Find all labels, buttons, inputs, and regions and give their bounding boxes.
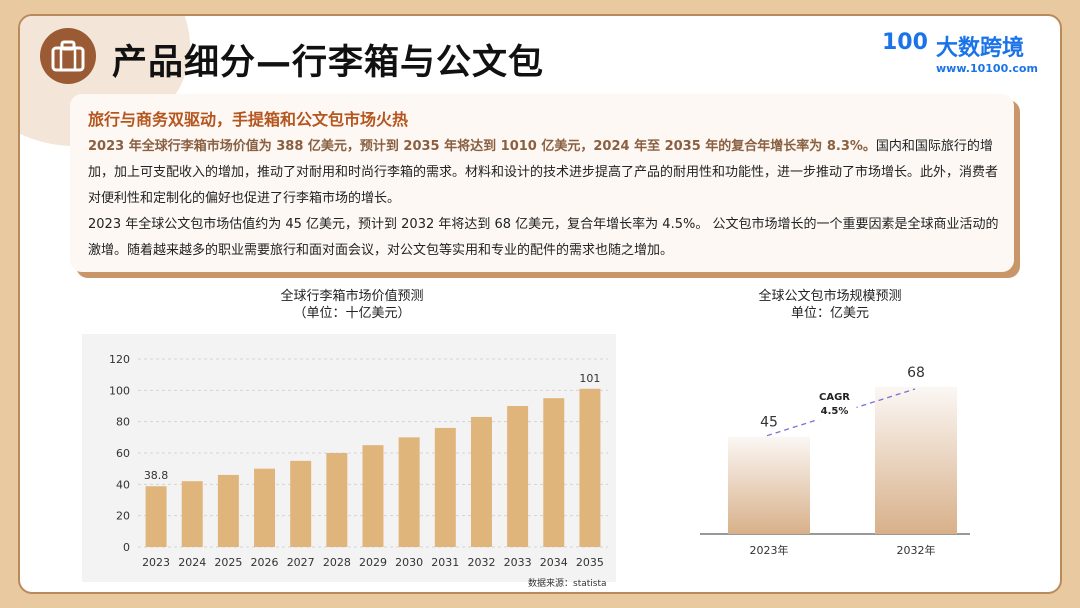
x-tick-label: 2032年: [897, 543, 936, 556]
x-tick-label: 2023年: [750, 543, 789, 556]
y-tick-label: 80: [116, 416, 130, 429]
summary-card: 旅行与商务双驱动，手提箱和公文包市场火热 2023 年全球行李箱市场价值为 38…: [70, 94, 1014, 272]
x-tick-label: 2023: [142, 556, 170, 569]
slide: 产品细分—行李箱与公文包 100 大数跨境 www.10100.com 旅行与商…: [18, 14, 1062, 594]
chart-left-area: 0 20 40 60 80 100 120 2023 38.8 2024 2025 2026 2027 2…: [82, 334, 616, 582]
bar: [398, 437, 420, 547]
bar: [362, 445, 384, 547]
y-tick-label: 60: [116, 447, 130, 460]
y-tick-label: 0: [123, 541, 130, 554]
bar: [181, 481, 203, 547]
chart-left-subtitle: （单位：十亿美元）: [293, 306, 411, 321]
data-label: 101: [579, 372, 600, 385]
luggage-bar-chart: 0 20 40 60 80 100 120 2023 38.8 2024 2025 2026 2027 2…: [109, 353, 608, 569]
data-source: 数据来源：statista: [528, 579, 607, 589]
x-tick-label: 2035: [576, 556, 604, 569]
chart-right-title-block: 全球公文包市场规模预测 单位：亿美元: [720, 288, 940, 322]
x-tick-label: 2031: [431, 556, 459, 569]
x-tick-label: 2028: [323, 556, 351, 569]
chart-right-subtitle: 单位：亿美元: [790, 306, 869, 321]
x-tick-label: 2024: [178, 556, 206, 569]
chart-left-title-block: 全球行李箱市场价值预测 （单位：十亿美元）: [242, 288, 462, 322]
bar: [507, 406, 529, 547]
y-tick-label: 100: [109, 384, 130, 397]
x-tick-label: 2034: [540, 556, 568, 569]
y-tick-label: 40: [116, 478, 130, 491]
x-tick-label: 2027: [287, 556, 315, 569]
bar: [875, 386, 957, 534]
x-tick-label: 2030: [395, 556, 423, 569]
bar: [254, 468, 276, 547]
paragraph-luggage-rest: 国内和国际旅行的增加，加上可支配收入的增加，推动了对耐用和时尚行李箱的需求。材料…: [88, 139, 999, 206]
data-label: 45: [760, 415, 778, 431]
suitcase-icon: [40, 28, 96, 84]
cagr-label: CAGR: [819, 392, 850, 403]
x-tick-label: 2033: [504, 556, 532, 569]
cagr-value: 4.5%: [821, 406, 849, 417]
bar: [470, 416, 492, 547]
x-tick-label: 2029: [359, 556, 387, 569]
bar: [728, 436, 810, 534]
card-subheading: 旅行与商务双驱动，手提箱和公文包市场火热: [88, 110, 409, 129]
x-tick-label: 2025: [214, 556, 242, 569]
logo-mark: 100: [882, 30, 928, 55]
bar: [145, 486, 167, 547]
briefcase-bar-chart: 45 2023年 68 2032年 CAGR 4.5%: [700, 365, 970, 556]
bar: [326, 453, 348, 547]
chart-right-title: 全球公文包市场规模预测: [758, 289, 902, 304]
cagr-trend-line: [766, 388, 916, 437]
bar: [579, 388, 601, 547]
bar: [217, 474, 239, 547]
logo-name: 大数跨境: [936, 36, 1025, 61]
data-label: 38.8: [144, 469, 169, 482]
paragraph-luggage-lead: 2023 年全球行李箱市场价值为 388 亿美元，预计到 2035 年将达到 1…: [88, 139, 876, 154]
cagr-label-bg: [812, 385, 857, 420]
card-paragraphs: 2023 年全球行李箱市场价值为 388 亿美元，预计到 2035 年将达到 1…: [88, 134, 1000, 264]
paragraph-luggage: 2023 年全球行李箱市场价值为 388 亿美元，预计到 2035 年将达到 1…: [88, 134, 1000, 212]
x-tick-label: 2032: [467, 556, 495, 569]
bar: [290, 460, 312, 547]
y-tick-label: 20: [116, 510, 130, 523]
page-title: 产品细分—行李箱与公文包: [112, 43, 545, 83]
data-label: 68: [907, 365, 925, 381]
x-tick-label: 2026: [251, 556, 279, 569]
bar: [434, 427, 456, 547]
logo-url: www.10100.com: [936, 62, 1038, 75]
bar: [543, 398, 565, 547]
chart-left-title: 全球行李箱市场价值预测: [280, 289, 424, 304]
paragraph-briefcase: 2023 年全球公文包市场估值约为 45 亿美元，预计到 2032 年将达到 6…: [88, 217, 999, 258]
brand-logo: 100 大数跨境 www.10100.com: [882, 30, 1042, 78]
y-tick-label: 120: [109, 353, 130, 366]
